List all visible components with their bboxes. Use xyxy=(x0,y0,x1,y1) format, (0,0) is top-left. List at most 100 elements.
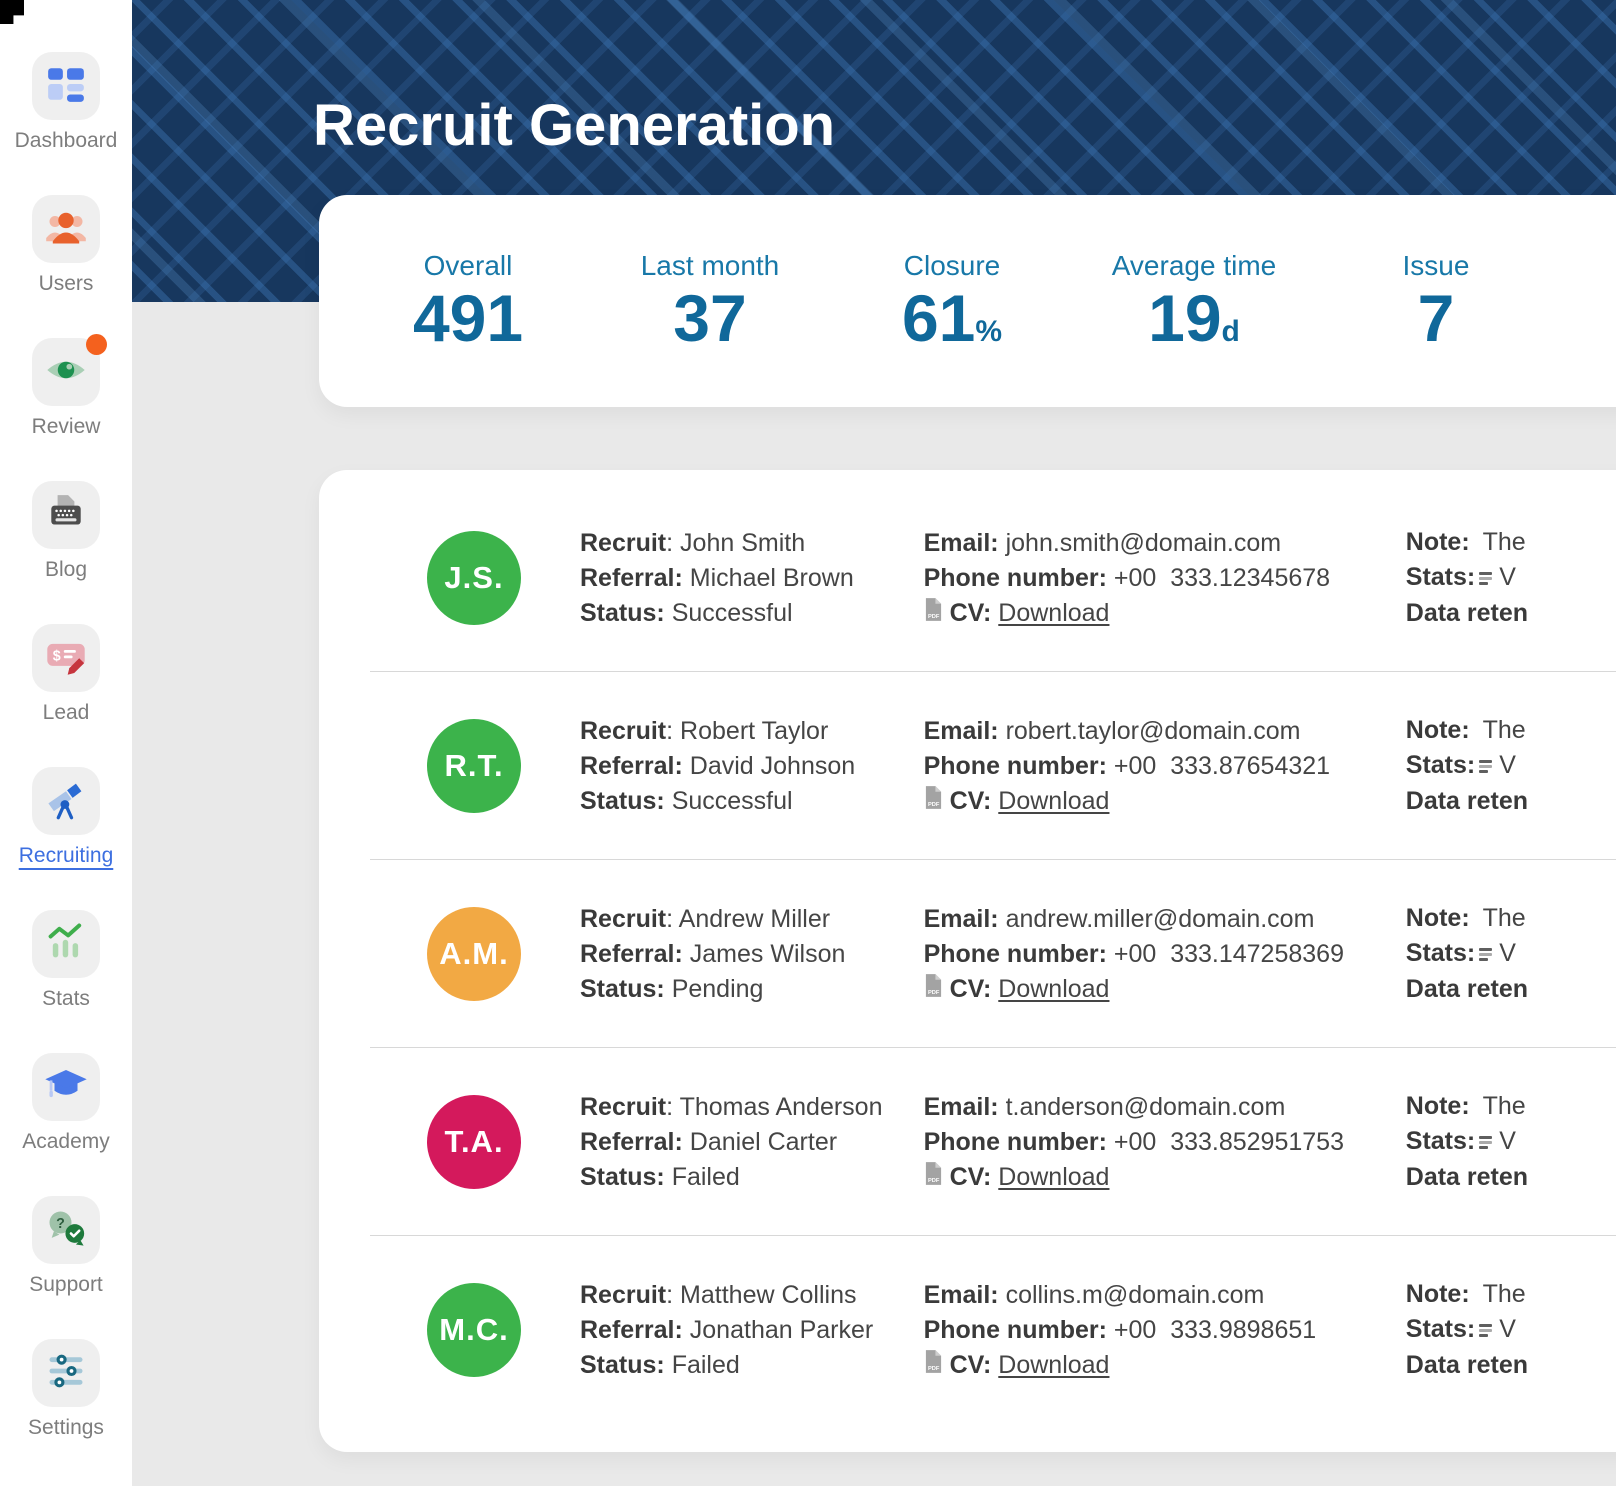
stat-average-time: Average time 19d xyxy=(1073,250,1315,352)
recruit-rows: J.S. Recruit: John Smith Referral: Micha… xyxy=(319,484,1616,1424)
avatar-initials: T.A. xyxy=(444,1124,504,1159)
cv-label: CV: xyxy=(949,1162,992,1191)
sidebar-tile: ? xyxy=(32,1196,100,1264)
stats-label: Stats: xyxy=(1405,939,1476,967)
phone-label: Phone number: xyxy=(923,1127,1107,1156)
recruit-list-card: J.S. Recruit: John Smith Referral: Micha… xyxy=(319,470,1616,1452)
sidebar-item-support[interactable]: ? Support xyxy=(0,1196,132,1339)
note-text: The xyxy=(1482,1280,1526,1308)
pdf-icon: PDF xyxy=(924,1348,943,1383)
note-label: Note: xyxy=(1405,1280,1470,1308)
status-label: Status: xyxy=(580,598,665,627)
cv-download-link[interactable]: Download xyxy=(998,974,1110,1003)
phone-value: +00 333.87654321 xyxy=(1113,751,1331,780)
stat-last-month: Last month 37 xyxy=(589,250,831,352)
pdf-icon: PDF xyxy=(924,596,943,631)
contact-column: Email: collins.m@domain.com Phone number… xyxy=(924,1278,1406,1383)
sidebar-item-recruiting[interactable]: Recruiting xyxy=(0,767,132,910)
recruit-info-column: Recruit: Thomas Anderson Referral: Danie… xyxy=(580,1090,924,1195)
sidebar-item-stats[interactable]: Stats xyxy=(0,910,132,1053)
referral-name: Michael Brown xyxy=(689,563,854,592)
recruit-colon: : xyxy=(666,528,681,557)
sidebar-item-blog[interactable]: Blog xyxy=(0,481,132,624)
support-icon: ? xyxy=(44,1206,88,1255)
sidebar-item-academy[interactable]: Academy xyxy=(0,1053,132,1196)
email-label: Email: xyxy=(923,1092,999,1121)
data-retention-label: Data reten xyxy=(1405,975,1529,1003)
stats-label: Stats: xyxy=(1405,1127,1476,1155)
recruit-name: Robert Taylor xyxy=(680,716,829,745)
referral-label: Referral: xyxy=(580,563,683,592)
cv-download-link[interactable]: Download xyxy=(998,598,1110,627)
phone-label: Phone number: xyxy=(923,563,1107,592)
phone-value: +00 333.9898651 xyxy=(1113,1315,1317,1344)
note-label: Note: xyxy=(1405,528,1470,556)
stat-issue: Issue 7 xyxy=(1315,250,1557,352)
sidebar-tile xyxy=(32,334,107,406)
settings-icon xyxy=(44,1349,88,1398)
stat-label: Issue xyxy=(1402,249,1470,281)
recruit-colon: : xyxy=(666,904,679,933)
cv-download-link[interactable]: Download xyxy=(998,1162,1110,1191)
note-column: Note: The Stats: V Data reten xyxy=(1406,1277,1616,1383)
contact-column: Email: john.smith@domain.com Phone numbe… xyxy=(924,526,1406,631)
email-label: Email: xyxy=(923,716,999,745)
stats-text: V xyxy=(1499,939,1516,967)
stats-bars-icon xyxy=(1479,752,1495,780)
sidebar-tile xyxy=(32,195,100,263)
stat-suffix: % xyxy=(975,314,1003,348)
sidebar-item-dashboard[interactable]: Dashboard xyxy=(0,52,132,195)
referral-label: Referral: xyxy=(580,1127,683,1156)
note-text: The xyxy=(1482,716,1526,744)
stat-overall: Overall 491 xyxy=(347,250,589,352)
recruit-row[interactable]: R.T. Recruit: Robert Taylor Referral: Da… xyxy=(319,672,1616,860)
recruit-name: Thomas Anderson xyxy=(679,1092,883,1121)
recruit-label: Recruit xyxy=(580,904,667,933)
note-text: The xyxy=(1482,904,1526,932)
svg-text:PDF: PDF xyxy=(928,614,940,620)
stat-label: Closure xyxy=(903,249,1001,281)
sidebar-item-review[interactable]: Review xyxy=(0,334,132,481)
cv-label: CV: xyxy=(949,1350,992,1379)
recruit-label: Recruit xyxy=(580,528,667,557)
cv-label: CV: xyxy=(949,786,992,815)
cv-download-link[interactable]: Download xyxy=(998,1350,1110,1379)
data-retention-label: Data reten xyxy=(1405,599,1529,627)
email-value: robert.taylor@domain.com xyxy=(1005,716,1301,745)
sidebar-item-label: Support xyxy=(29,1273,103,1296)
email-label: Email: xyxy=(923,904,999,933)
email-value: t.anderson@domain.com xyxy=(1005,1092,1286,1121)
note-column: Note: The Stats: V Data reten xyxy=(1406,525,1616,631)
avatar: A.M. xyxy=(427,907,521,1001)
recruit-row[interactable]: M.C. Recruit: Matthew Collins Referral: … xyxy=(319,1236,1616,1424)
stats-bars-icon xyxy=(1479,1128,1495,1156)
recruit-name: John Smith xyxy=(680,528,806,557)
recruit-name: Matthew Collins xyxy=(680,1280,857,1309)
status-value: Successful xyxy=(671,786,793,815)
sidebar-tile xyxy=(32,52,100,120)
sidebar-tile xyxy=(32,767,100,835)
recruit-row[interactable]: T.A. Recruit: Thomas Anderson Referral: … xyxy=(319,1048,1616,1236)
sidebar-tile xyxy=(32,910,100,978)
sidebar-item-lead[interactable]: $ Lead xyxy=(0,624,132,767)
note-label: Note: xyxy=(1405,904,1470,932)
stats-label: Stats: xyxy=(1405,751,1476,779)
cv-label: CV: xyxy=(949,598,992,627)
data-retention-label: Data reten xyxy=(1405,1351,1529,1379)
recruit-row[interactable]: J.S. Recruit: John Smith Referral: Micha… xyxy=(319,484,1616,672)
svg-text:PDF: PDF xyxy=(928,802,940,808)
cv-download-link[interactable]: Download xyxy=(998,786,1110,815)
stats-bars-icon xyxy=(1479,1316,1495,1344)
lead-icon: $ xyxy=(44,634,88,683)
status-label: Status: xyxy=(580,1350,665,1379)
recruit-row[interactable]: A.M. Recruit: Andrew Miller Referral: Ja… xyxy=(319,860,1616,1048)
stat-closure: Closure 61% xyxy=(831,250,1073,352)
status-label: Status: xyxy=(580,786,665,815)
contact-column: Email: robert.taylor@domain.com Phone nu… xyxy=(924,714,1406,819)
sidebar-item-settings[interactable]: Settings xyxy=(0,1339,132,1482)
avatar: T.A. xyxy=(427,1095,521,1189)
stats-text: V xyxy=(1499,1127,1516,1155)
sidebar-item-users[interactable]: Users xyxy=(0,195,132,338)
stats-card: Overall 491 Last month 37 Closure 61% Average … xyxy=(319,195,1616,407)
